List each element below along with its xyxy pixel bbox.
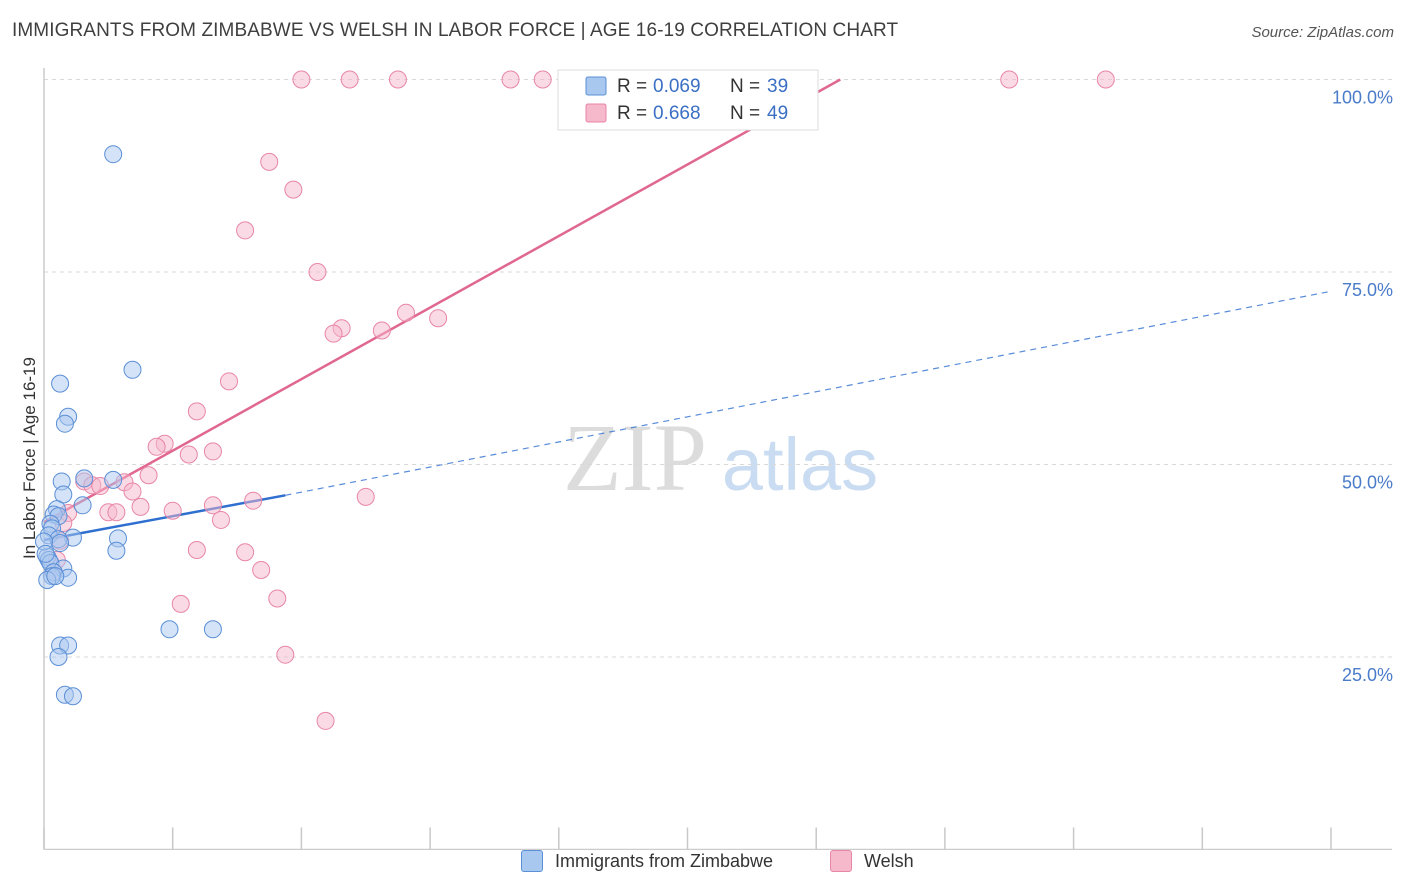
- legend-swatch-welsh-bottom: [830, 850, 852, 872]
- y-tick-label-25: 25.0%: [1342, 665, 1393, 685]
- point-welsh-10: [236, 221, 255, 240]
- point-welsh-32: [131, 497, 150, 516]
- legend-label-welsh: Welsh: [864, 850, 914, 871]
- stats-legend: R = 0.069 N = 39 R = 0.668 N = 49: [557, 69, 819, 131]
- gridlines: 25.0% 50.0% 75.0% 100.0%: [44, 79, 1393, 685]
- point-welsh-1: [340, 70, 359, 89]
- source-credit: Source: ZipAtlas.com: [1251, 24, 1394, 41]
- series-legend: Immigrants from Zimbabwe Welsh: [0, 850, 1406, 880]
- point-welsh-18: [187, 402, 206, 421]
- point-zimbabwe-36: [63, 687, 82, 706]
- point-zimbabwe-9: [73, 496, 92, 515]
- point-welsh-8: [260, 152, 279, 171]
- point-welsh-20: [147, 437, 166, 456]
- point-welsh-40: [236, 543, 255, 562]
- point-zimbabwe-38: [36, 544, 55, 563]
- legend-item-zimbabwe: Immigrants from Zimbabwe: [521, 850, 773, 872]
- legend-swatch-welsh: [585, 103, 607, 123]
- legend-n-value-1: 39: [767, 76, 788, 97]
- point-welsh-13: [429, 309, 448, 328]
- data-points: [35, 70, 1115, 730]
- point-welsh-11: [308, 263, 327, 281]
- legend-n-value-2: 49: [767, 103, 788, 124]
- point-welsh-12: [396, 303, 415, 322]
- point-zimbabwe-34: [49, 648, 68, 666]
- point-welsh-16: [372, 321, 391, 340]
- point-zimbabwe-29: [46, 567, 65, 586]
- trend-welsh: [43, 78, 841, 524]
- point-welsh-17: [220, 372, 239, 391]
- point-welsh-46: [276, 645, 295, 664]
- point-welsh-30: [244, 491, 263, 510]
- point-welsh-22: [179, 445, 198, 464]
- legend-swatch-zimbabwe: [585, 76, 607, 96]
- point-welsh-37: [211, 510, 230, 529]
- point-welsh-39: [187, 540, 206, 559]
- legend-r-value-2: 0.668: [653, 103, 701, 124]
- point-welsh-35: [107, 503, 126, 522]
- scatter-plot: ZIP atlas 25.0% 50.0% 75.0% 100.0% 0.0%80.0…: [35, 68, 1393, 850]
- point-zimbabwe-30: [160, 620, 179, 639]
- point-zimbabwe-6: [104, 470, 123, 489]
- point-zimbabwe-2: [51, 374, 70, 393]
- point-welsh-33: [163, 501, 182, 520]
- point-welsh-31: [203, 496, 222, 515]
- y-tick-label-50: 50.0%: [1342, 473, 1393, 493]
- point-welsh-29: [356, 487, 375, 506]
- legend-label-zimbabwe: Immigrants from Zimbabwe: [555, 850, 774, 871]
- zipatlas-watermark: ZIP atlas: [563, 404, 878, 511]
- point-zimbabwe-31: [203, 620, 222, 639]
- legend-item-welsh: Welsh: [830, 850, 914, 872]
- point-welsh-45: [171, 594, 190, 613]
- point-welsh-3: [501, 70, 520, 89]
- point-welsh-15: [324, 324, 343, 343]
- point-welsh-21: [203, 442, 222, 461]
- point-welsh-7: [1096, 70, 1115, 89]
- point-welsh-6: [1000, 70, 1019, 89]
- point-welsh-4: [533, 70, 552, 89]
- point-zimbabwe-1: [123, 360, 142, 379]
- point-zimbabwe-5: [75, 469, 94, 488]
- axes: 0.0%80.0%: [43, 68, 1392, 850]
- point-zimbabwe-18: [51, 534, 70, 553]
- y-tick-label-100: 100.0%: [1332, 88, 1393, 108]
- chart-title: IMMIGRANTS FROM ZIMBABWE VS WELSH IN LAB…: [12, 20, 899, 41]
- point-zimbabwe-4: [55, 414, 74, 433]
- legend-n-label-2: N =: [730, 103, 760, 124]
- point-welsh-42: [252, 560, 271, 579]
- point-welsh-47: [316, 711, 335, 730]
- point-welsh-2: [388, 70, 407, 89]
- trend-zimbabwe-dashed: [285, 290, 1332, 496]
- legend-n-label-1: N =: [730, 76, 760, 97]
- point-zimbabwe-20: [107, 541, 126, 560]
- legend-swatch-zimbabwe-bottom: [521, 850, 543, 872]
- legend-r-value-1: 0.069: [653, 76, 701, 97]
- legend-r-label-2: R =: [617, 103, 647, 124]
- y-tick-label-75: 75.0%: [1342, 280, 1393, 300]
- point-zimbabwe-33: [59, 636, 78, 655]
- point-welsh-23: [139, 466, 158, 485]
- point-welsh-28: [123, 482, 142, 501]
- watermark-zip: ZIP: [563, 404, 707, 511]
- point-welsh-44: [268, 589, 287, 608]
- point-welsh-9: [284, 180, 303, 199]
- legend-r-label-1: R =: [617, 76, 647, 97]
- point-welsh-0: [292, 70, 311, 89]
- point-zimbabwe-0: [104, 145, 123, 164]
